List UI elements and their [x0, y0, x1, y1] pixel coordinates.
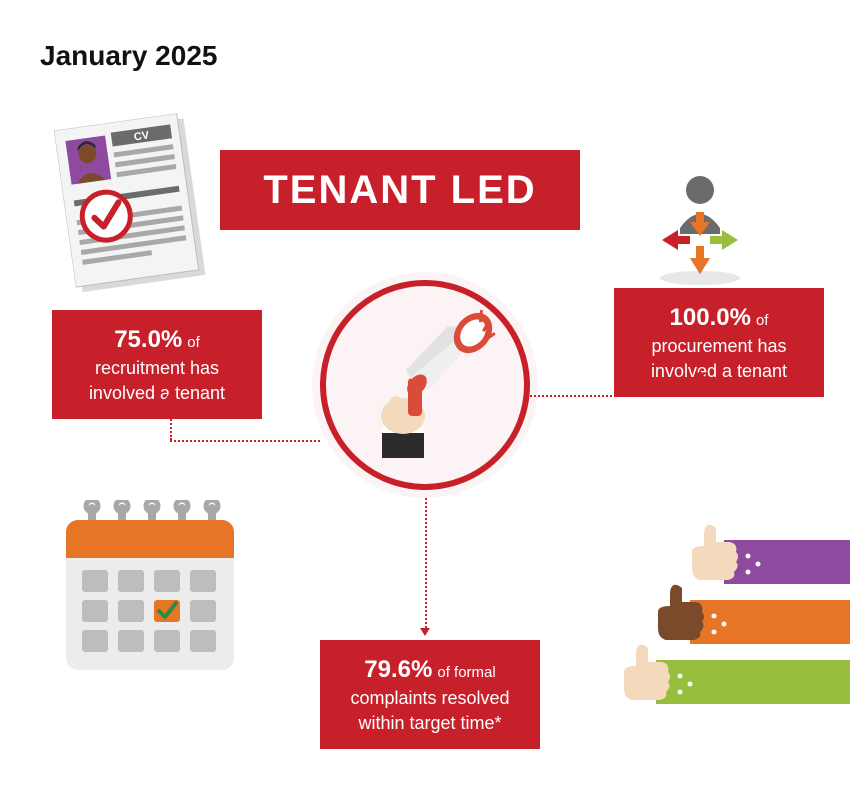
stat-line: complaints resolved: [350, 688, 509, 708]
stat-of: of: [756, 312, 769, 329]
stat-pct: 79.6%: [364, 656, 432, 683]
arrowhead-icon: [420, 628, 430, 636]
stat-line: within target time*: [358, 713, 501, 733]
stat-complaints: 79.6% of formal complaints resolved with…: [320, 640, 540, 749]
people-arrows-icon: [640, 170, 760, 290]
stat-of: of formal: [437, 664, 495, 681]
stat-line: involved a tenant: [651, 361, 787, 381]
stat-recruitment: 75.0% of recruitment has involved a tena…: [52, 310, 262, 419]
arrowhead-icon: [695, 370, 705, 378]
stat-line: involved a tenant: [89, 383, 225, 403]
calendar-icon: [60, 500, 240, 680]
arrowhead-icon: [165, 392, 175, 400]
megaphone-icon: [320, 280, 530, 490]
connector: [170, 440, 320, 442]
stat-line: procurement has: [651, 336, 786, 356]
connector: [170, 400, 172, 440]
stat-of: of: [187, 334, 200, 351]
cv-document-icon: CV: [54, 111, 216, 299]
connector: [425, 498, 427, 628]
connector: [700, 378, 702, 395]
svg-text:CV: CV: [133, 129, 150, 143]
thumbs-up-icon: [600, 500, 850, 730]
stat-line: recruitment has: [95, 358, 219, 378]
stat-procurement: 100.0% of procurement has involved a ten…: [614, 288, 824, 397]
connector: [530, 395, 700, 397]
date-heading: January 2025: [40, 40, 217, 72]
stat-pct: 100.0%: [670, 304, 751, 331]
stat-pct: 75.0%: [114, 326, 182, 353]
title-banner: TENANT LED: [220, 150, 580, 230]
